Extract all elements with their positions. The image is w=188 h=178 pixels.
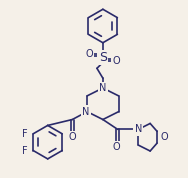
Text: O: O xyxy=(68,132,76,142)
Text: F: F xyxy=(21,146,27,156)
Text: S: S xyxy=(99,51,107,64)
Text: O: O xyxy=(113,142,121,152)
Text: O: O xyxy=(113,56,121,66)
Text: N: N xyxy=(135,124,142,134)
Text: N: N xyxy=(82,107,90,117)
Text: O: O xyxy=(160,132,168,142)
Text: O: O xyxy=(85,49,93,59)
Text: F: F xyxy=(21,129,27,139)
Text: N: N xyxy=(99,83,107,93)
